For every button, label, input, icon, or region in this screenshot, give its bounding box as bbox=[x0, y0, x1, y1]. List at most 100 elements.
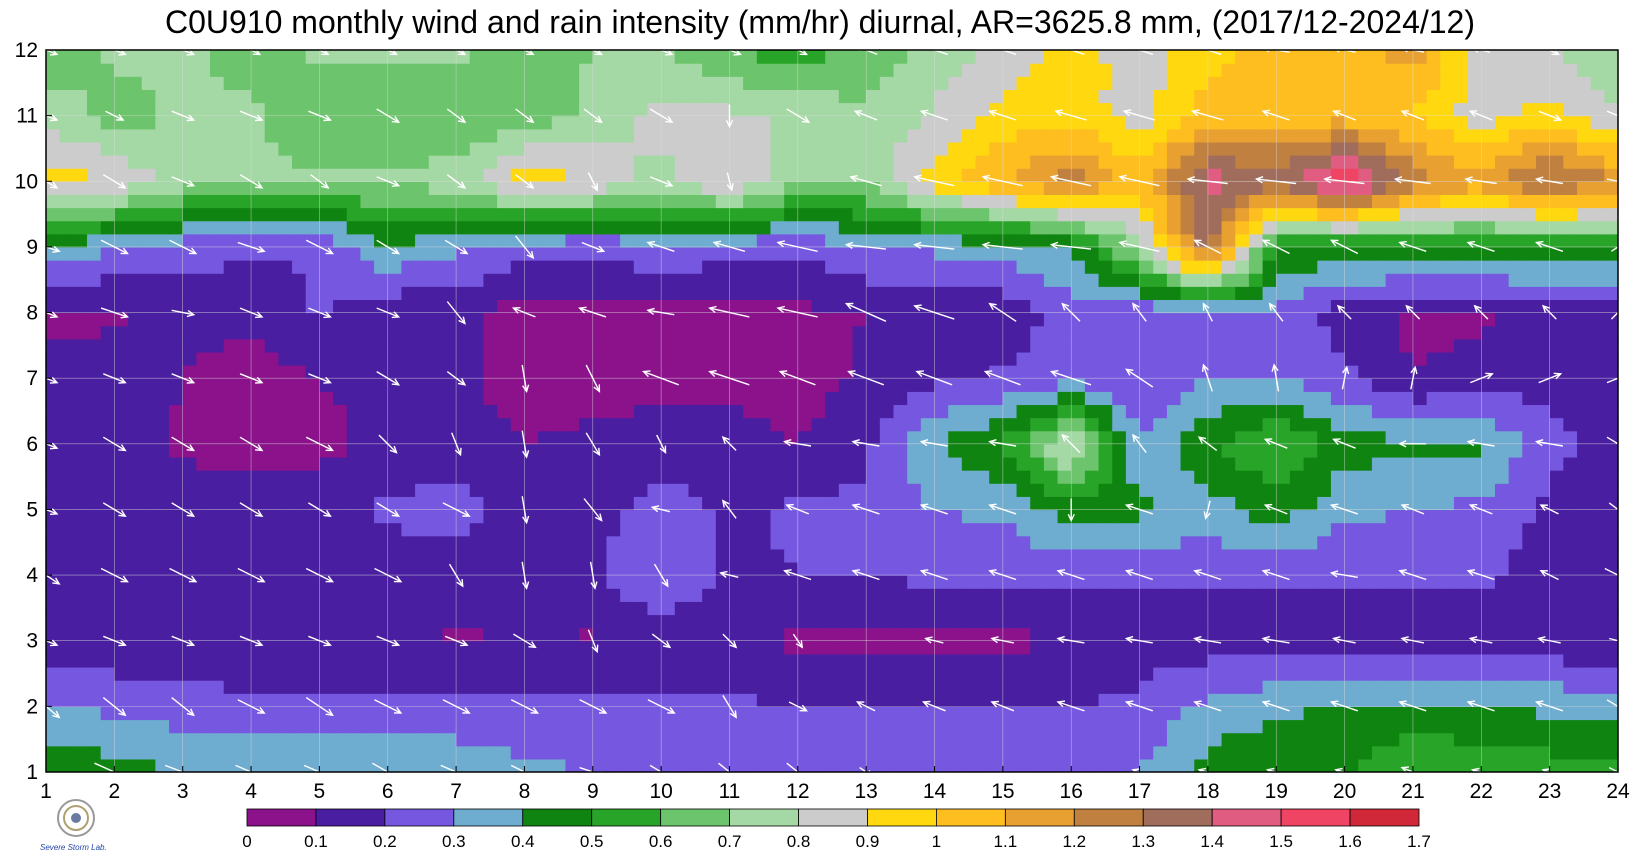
contour-cell bbox=[1440, 588, 1455, 602]
contour-cell bbox=[989, 588, 1004, 602]
contour-cell bbox=[688, 233, 703, 248]
contour-cell bbox=[237, 430, 252, 445]
contour-cell bbox=[100, 758, 115, 772]
contour-cell bbox=[1098, 365, 1113, 379]
contour-cell bbox=[934, 653, 949, 668]
contour-cell bbox=[661, 496, 676, 511]
contour-cell bbox=[1276, 719, 1291, 734]
contour-cell bbox=[292, 338, 307, 353]
contour-cell bbox=[620, 614, 635, 629]
contour-cell bbox=[1098, 693, 1113, 707]
contour-cell bbox=[1590, 575, 1605, 589]
contour-cell bbox=[223, 496, 238, 511]
contour-cell bbox=[237, 456, 252, 471]
contour-cell bbox=[1002, 417, 1018, 432]
contour-cell bbox=[1289, 220, 1305, 235]
contour-cell bbox=[852, 404, 867, 419]
contour-cell bbox=[1276, 588, 1291, 602]
contour-cell bbox=[920, 758, 936, 772]
contour-cell bbox=[1235, 653, 1250, 668]
contour-cell bbox=[702, 758, 717, 772]
contour-cell bbox=[1604, 391, 1618, 406]
contour-cell bbox=[1166, 443, 1182, 458]
contour-cell bbox=[1535, 745, 1551, 760]
contour-cell bbox=[59, 680, 74, 694]
contour-cell bbox=[1166, 706, 1182, 721]
contour-cell bbox=[524, 391, 539, 406]
contour-cell bbox=[975, 693, 990, 707]
contour-cell bbox=[1071, 588, 1086, 602]
contour-cell bbox=[1098, 575, 1113, 589]
contour-cell bbox=[292, 378, 307, 392]
contour-cell bbox=[278, 561, 293, 576]
contour-cell bbox=[114, 653, 129, 668]
contour-cell bbox=[1289, 470, 1305, 484]
contour-cell bbox=[920, 745, 936, 760]
contour-cell bbox=[169, 207, 184, 222]
contour-cell bbox=[1549, 378, 1564, 392]
contour-cell bbox=[510, 758, 526, 772]
contour-cell bbox=[688, 640, 703, 655]
contour-cell bbox=[579, 365, 594, 379]
contour-cell bbox=[1276, 666, 1291, 681]
contour-cell bbox=[415, 391, 430, 406]
contour-cell bbox=[579, 273, 594, 287]
plot-area bbox=[45, 49, 1619, 773]
contour-cell bbox=[1412, 378, 1428, 392]
contour-cell bbox=[237, 693, 252, 707]
contour-cell bbox=[360, 483, 375, 497]
contour-cell bbox=[442, 588, 457, 602]
contour-cell bbox=[1508, 548, 1523, 563]
contour-cell bbox=[346, 338, 361, 353]
contour-cell bbox=[1016, 561, 1031, 576]
contour-cell bbox=[907, 509, 922, 524]
contour-cell bbox=[1344, 273, 1359, 287]
contour-cell bbox=[538, 758, 553, 772]
contour-cell bbox=[1057, 286, 1072, 301]
contour-cell bbox=[961, 404, 977, 419]
contour-cell bbox=[1563, 338, 1578, 353]
contour-cell bbox=[606, 575, 621, 589]
contour-cell bbox=[1166, 325, 1182, 340]
contour-cell bbox=[538, 286, 553, 301]
contour-cell bbox=[428, 286, 444, 301]
contour-cell bbox=[975, 351, 990, 366]
contour-cell bbox=[1235, 312, 1250, 327]
contour-cell bbox=[1371, 561, 1387, 576]
contour-cell bbox=[1139, 680, 1154, 694]
contour-cell bbox=[292, 666, 307, 681]
contour-cell bbox=[1153, 548, 1168, 563]
contour-cell bbox=[1467, 653, 1482, 668]
contour-cell bbox=[237, 745, 252, 760]
contour-cell bbox=[1481, 443, 1496, 458]
contour-cell bbox=[415, 325, 430, 340]
contour-cell bbox=[114, 194, 129, 209]
contour-cell bbox=[387, 470, 403, 484]
contour-cell bbox=[387, 194, 403, 209]
contour-cell bbox=[1549, 535, 1564, 550]
contour-cell bbox=[415, 522, 430, 537]
contour-cell bbox=[483, 745, 498, 760]
contour-cell bbox=[797, 653, 813, 668]
contour-cell bbox=[1522, 233, 1537, 248]
contour-cell bbox=[1358, 233, 1373, 248]
contour-cell bbox=[920, 378, 936, 392]
contour-cell bbox=[1180, 732, 1195, 747]
contour-cell bbox=[797, 260, 813, 274]
contour-cell bbox=[538, 640, 553, 655]
contour-cell bbox=[1604, 483, 1618, 497]
contour-cell bbox=[333, 732, 348, 747]
contour-cell bbox=[497, 496, 512, 511]
contour-cell bbox=[1563, 404, 1578, 419]
contour-cell bbox=[483, 456, 498, 471]
contour-cell bbox=[1563, 391, 1578, 406]
contour-cell bbox=[1535, 575, 1551, 589]
contour-cell bbox=[606, 286, 621, 301]
contour-cell bbox=[141, 575, 156, 589]
contour-cell bbox=[292, 522, 307, 537]
contour-cell bbox=[264, 220, 279, 235]
contour-cell bbox=[620, 601, 635, 616]
contour-cell bbox=[46, 640, 61, 655]
contour-cell bbox=[1030, 745, 1045, 760]
contour-cell bbox=[1262, 325, 1277, 340]
